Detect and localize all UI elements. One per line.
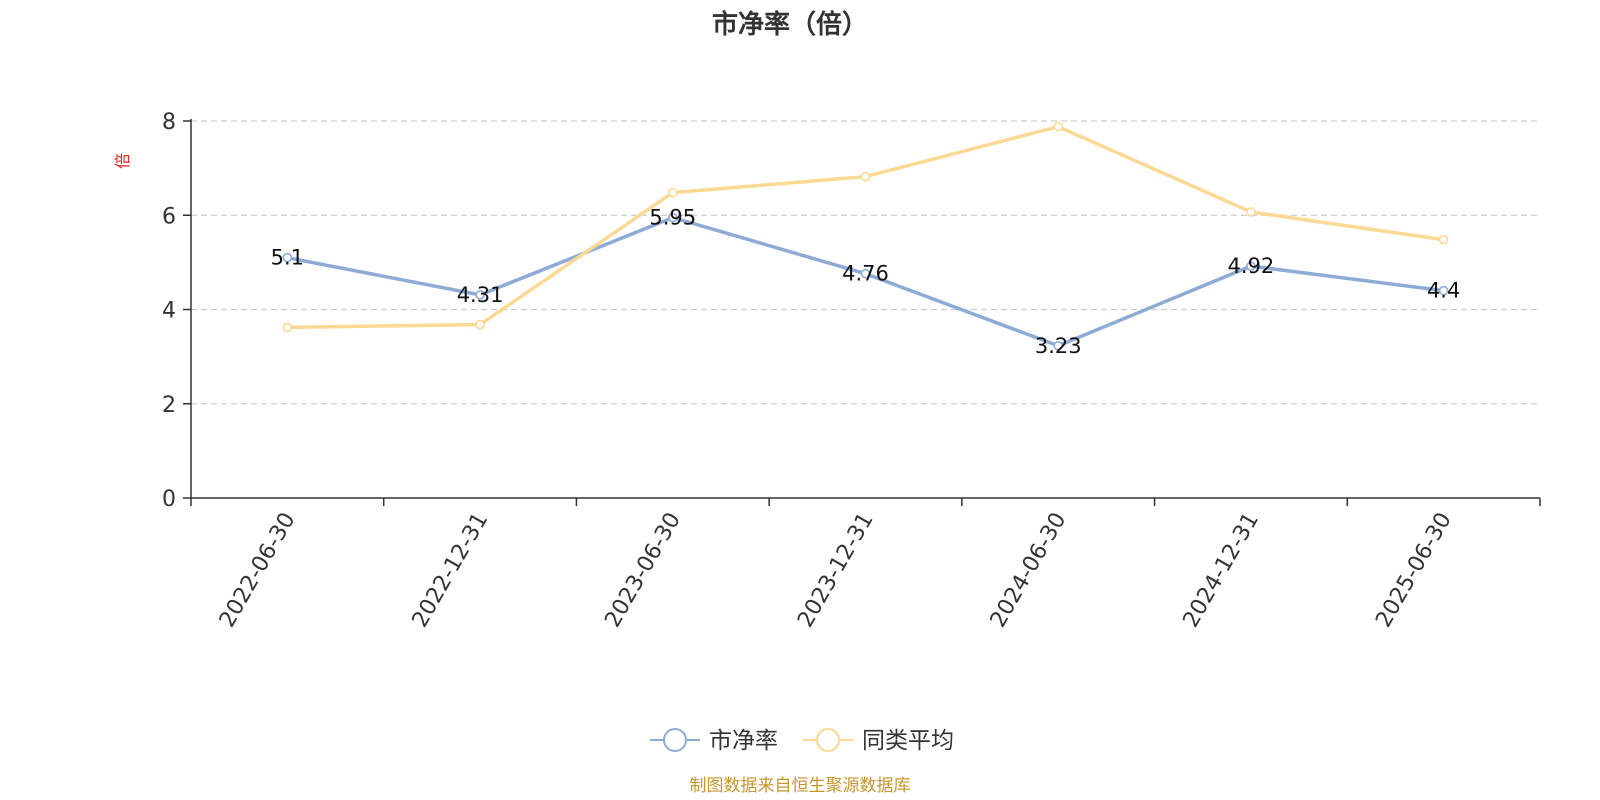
data-point[interactable] [667,187,678,198]
legend-label: 市净率 [709,728,778,754]
x-tick-label: 2022-06-30 [215,509,301,632]
y-tick-label: 2 [162,393,176,418]
data-point[interactable] [1246,207,1256,217]
legend-item[interactable]: 同类平均 [803,728,954,754]
data-point[interactable] [475,290,485,300]
y-tick-label: 6 [162,204,176,229]
y-axis-label: 倍 [113,153,132,169]
gridlines [191,120,1540,405]
data-label: 3.23 [1035,334,1082,358]
axes [183,119,1541,506]
data-label: 4.76 [842,262,889,286]
data-label: 4.31 [457,283,504,307]
y-tick-label: 0 [162,487,176,512]
data-point[interactable] [282,252,293,263]
data-point[interactable] [667,212,678,223]
data-point[interactable] [1438,285,1449,296]
data-point[interactable] [1246,261,1256,271]
y-tick-label: 8 [162,110,176,135]
x-tick-labels: 2022-06-30 2022-12-31 2023-06-30 2023-12-31… [215,508,1457,631]
data-label: 5.1 [271,246,304,270]
y-tick-label: 4 [162,299,176,324]
x-tick-label: 2023-06-30 [600,509,686,632]
legend-label: 同类平均 [862,728,954,754]
data-point[interactable] [1438,234,1449,245]
data-point[interactable] [1053,340,1064,351]
data-point[interactable] [860,268,871,279]
data-label: 4.4 [1427,279,1460,303]
x-tick-label: 2023-12-31 [793,509,879,632]
data-point[interactable] [475,319,485,330]
series-lines [282,121,1449,351]
data-labels: 5.1 4.31 5.95 4.76 3.23 4.92 4.4 [271,206,1461,358]
legend-item[interactable]: 市净率 [650,728,778,754]
x-tick-label: 2022-12-31 [408,508,494,631]
data-point[interactable] [860,171,871,182]
chart-title: 市净率（倍） [712,9,868,40]
data-point[interactable] [282,322,293,333]
y-tick-labels: 0 2 4 6 8 [162,110,176,512]
legend-marker-icon [816,728,840,752]
data-label: 4.92 [1228,254,1275,278]
source-note: 制图数据来自恒生聚源数据库 [690,776,911,796]
data-point[interactable] [1053,121,1064,132]
legend[interactable]: 市净率 同类平均 [650,728,954,754]
data-label: 5.95 [649,206,696,230]
legend-marker-icon [663,728,687,752]
x-tick-label: 2024-12-31 [1179,509,1265,632]
x-tick-label: 2024-06-30 [986,509,1072,632]
x-tick-label: 2025-06-30 [1371,509,1457,632]
